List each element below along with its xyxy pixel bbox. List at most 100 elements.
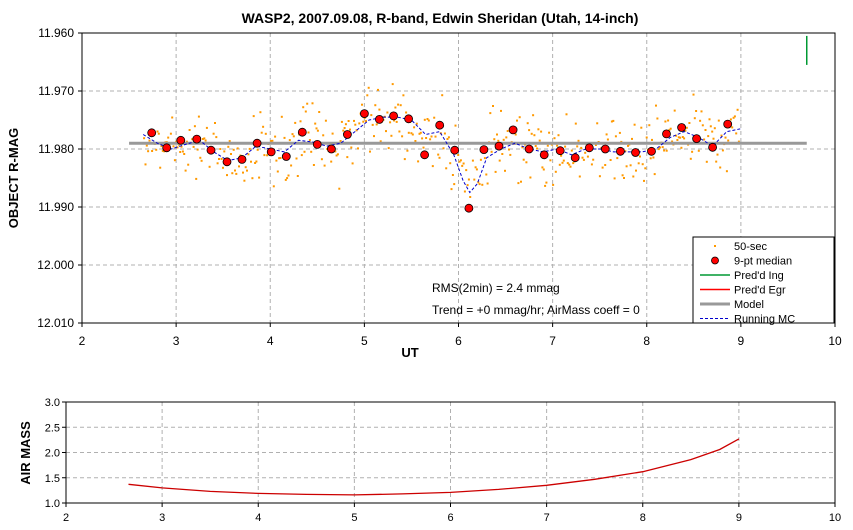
raw-point	[406, 149, 409, 152]
raw-point	[279, 157, 282, 159]
raw-point	[731, 126, 734, 129]
top-x-tick-label: 7	[549, 334, 556, 348]
raw-point	[677, 136, 680, 139]
raw-point	[418, 132, 421, 135]
raw-point	[278, 157, 281, 160]
raw-point	[623, 177, 625, 179]
raw-point	[578, 175, 581, 178]
raw-point	[258, 176, 261, 179]
raw-point	[541, 166, 544, 169]
top-series-layer	[129, 35, 808, 213]
raw-point	[712, 137, 715, 140]
raw-point	[314, 122, 317, 125]
raw-point	[263, 154, 266, 157]
raw-point	[471, 159, 474, 162]
raw-point	[415, 122, 418, 125]
raw-point	[525, 161, 528, 164]
raw-point	[311, 102, 314, 105]
raw-point	[266, 154, 269, 157]
raw-point	[156, 130, 159, 133]
raw-point	[598, 175, 601, 178]
raw-point	[425, 137, 428, 139]
raw-point	[633, 123, 636, 126]
raw-point	[561, 161, 564, 164]
raw-point	[214, 122, 216, 124]
chart-legend: 50-sec 9-pt median Pred'd Ing Pred'd Egr Mod…	[692, 236, 835, 326]
raw-point	[417, 160, 420, 163]
raw-point	[304, 110, 307, 113]
raw-point	[612, 119, 615, 122]
raw-point	[641, 163, 644, 166]
raw-point	[584, 151, 587, 154]
raw-point	[390, 134, 393, 137]
raw-point	[296, 175, 299, 177]
top-x-tick-label: 5	[361, 334, 368, 348]
raw-point	[300, 154, 303, 157]
raw-point	[191, 138, 194, 141]
raw-point	[629, 164, 632, 167]
raw-point	[644, 167, 647, 170]
raw-point	[145, 144, 148, 147]
raw-point	[339, 140, 342, 142]
raw-point	[260, 131, 263, 134]
raw-point	[275, 159, 278, 162]
raw-point	[613, 177, 616, 180]
raw-point	[395, 120, 398, 123]
raw-point	[521, 146, 524, 149]
raw-point	[422, 146, 425, 149]
top-y-tick-label: 11.980	[38, 142, 74, 156]
raw-point	[244, 166, 247, 169]
raw-point	[462, 162, 465, 165]
raw-point	[256, 148, 259, 151]
raw-point	[316, 129, 319, 132]
raw-point	[386, 111, 389, 114]
raw-point	[558, 163, 561, 166]
median-point	[631, 148, 640, 157]
raw-point	[661, 146, 664, 149]
raw-point	[414, 140, 417, 142]
raw-point	[500, 109, 502, 112]
median-point	[464, 203, 474, 213]
raw-point	[143, 137, 146, 140]
raw-point	[692, 93, 695, 96]
raw-point	[433, 116, 436, 119]
bottom-x-tick-label: 4	[255, 512, 261, 524]
raw-point	[411, 133, 414, 136]
raw-point	[514, 133, 517, 136]
raw-point	[711, 130, 714, 133]
raw-point	[580, 146, 583, 149]
median-point	[539, 150, 549, 160]
raw-point	[306, 102, 309, 105]
bottom-x-tick-label: 8	[640, 512, 646, 524]
raw-point	[401, 135, 404, 138]
median-point	[404, 114, 414, 124]
raw-point	[338, 187, 341, 190]
raw-50sec-series	[143, 83, 740, 210]
raw-point	[291, 133, 294, 136]
raw-point	[181, 150, 184, 153]
raw-point	[242, 171, 244, 174]
raw-point	[635, 169, 637, 172]
raw-point	[518, 116, 521, 119]
raw-point	[310, 150, 313, 153]
raw-point	[208, 165, 211, 168]
median-point	[192, 134, 202, 144]
raw-point	[201, 138, 204, 140]
raw-point	[465, 169, 468, 172]
raw-point	[346, 156, 349, 159]
raw-point	[235, 172, 238, 175]
raw-point	[685, 126, 688, 129]
bottom-x-axis: 2 3 4 5 6 7 8 9 10	[63, 503, 841, 524]
raw-point	[673, 109, 676, 112]
raw-point	[204, 139, 207, 142]
raw-point	[179, 151, 182, 153]
raw-point	[205, 126, 208, 129]
raw-point	[668, 128, 671, 131]
raw-point	[680, 146, 683, 149]
median-point	[555, 146, 565, 156]
raw-point	[659, 146, 661, 149]
raw-point	[727, 139, 730, 142]
raw-point	[358, 122, 361, 125]
top-x-tick-label: 9	[738, 334, 745, 348]
rms-annotation: RMS(2min) = 2.4 mmag	[432, 281, 560, 295]
